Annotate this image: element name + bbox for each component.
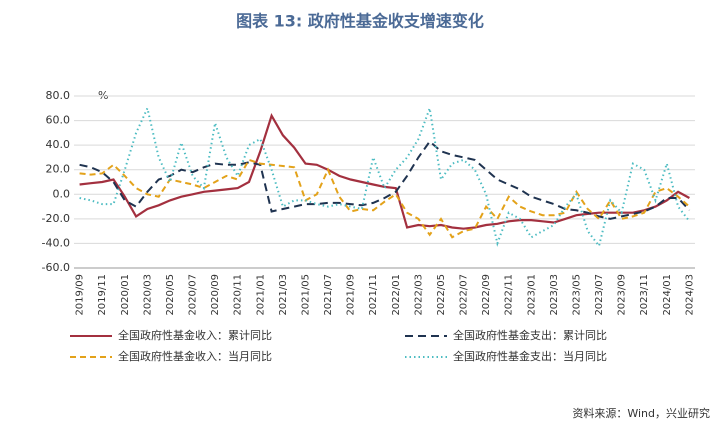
y-tick-label: -40.0 bbox=[42, 236, 70, 249]
x-tick-label: 2023/01 bbox=[526, 274, 537, 316]
x-tick-label: 2020/09 bbox=[210, 274, 221, 316]
legend-label: 全国政府性基金收入：累计同比 bbox=[118, 328, 272, 342]
x-tick-label: 2019/09 bbox=[75, 274, 86, 316]
x-tick-label: 2021/09 bbox=[346, 274, 357, 316]
x-tick-label: 2024/03 bbox=[684, 274, 695, 316]
x-tick-label: 2022/01 bbox=[391, 274, 402, 316]
series-line bbox=[79, 104, 691, 249]
x-tick-label: 2023/11 bbox=[639, 274, 650, 316]
y-tick-label: -20.0 bbox=[42, 212, 70, 225]
x-tick-label: 2022/07 bbox=[459, 274, 470, 316]
x-tick-label: 2019/11 bbox=[97, 274, 108, 316]
x-tick-label: 2023/03 bbox=[549, 274, 560, 316]
x-tick-label: 2020/03 bbox=[142, 274, 153, 316]
series-line bbox=[79, 140, 691, 220]
series-line bbox=[79, 112, 690, 230]
x-tick-label: 2021/01 bbox=[255, 274, 266, 316]
x-tick-label: 2021/03 bbox=[278, 274, 289, 316]
x-tick-label: 2021/05 bbox=[300, 274, 311, 316]
x-tick-label: 2022/05 bbox=[436, 274, 447, 316]
legend-label: 全国政府性基金支出：累计同比 bbox=[453, 328, 607, 342]
legend-label: 全国政府性基金支出：当月同比 bbox=[453, 349, 607, 363]
y-tick-label: 60.0 bbox=[46, 114, 71, 127]
x-tick-label: 2021/11 bbox=[368, 274, 379, 316]
legend-label: 全国政府性基金收入：当月同比 bbox=[118, 349, 272, 363]
x-tick-label: 2022/03 bbox=[413, 274, 424, 316]
y-tick-label: 40.0 bbox=[46, 138, 71, 151]
y-tick-label: 0.0 bbox=[53, 187, 71, 200]
source: 资料来源：Wind，兴业研究 bbox=[572, 406, 710, 420]
y-tick-label: 20.0 bbox=[46, 163, 71, 176]
series-line bbox=[79, 158, 691, 239]
x-tick-label: 2023/05 bbox=[571, 274, 582, 316]
x-tick-label: 2023/07 bbox=[594, 274, 605, 316]
x-tick-label: 2021/07 bbox=[323, 274, 334, 316]
chart-title: 图表 13: 政府性基金收支增速变化 bbox=[236, 12, 484, 31]
x-tick-label: 2024/01 bbox=[662, 274, 673, 316]
x-tick-label: 2023/09 bbox=[617, 274, 628, 316]
x-tick-label: 2020/05 bbox=[165, 274, 176, 316]
x-tick-label: 2020/01 bbox=[120, 274, 131, 316]
x-tick-label: 2022/11 bbox=[504, 274, 515, 316]
y-tick-label: 80.0 bbox=[46, 89, 71, 102]
x-tick-label: 2022/09 bbox=[481, 274, 492, 316]
x-tick-label: 2020/11 bbox=[233, 274, 244, 316]
x-tick-label: 2020/07 bbox=[188, 274, 199, 316]
y-tick-label: -60.0 bbox=[42, 261, 70, 274]
